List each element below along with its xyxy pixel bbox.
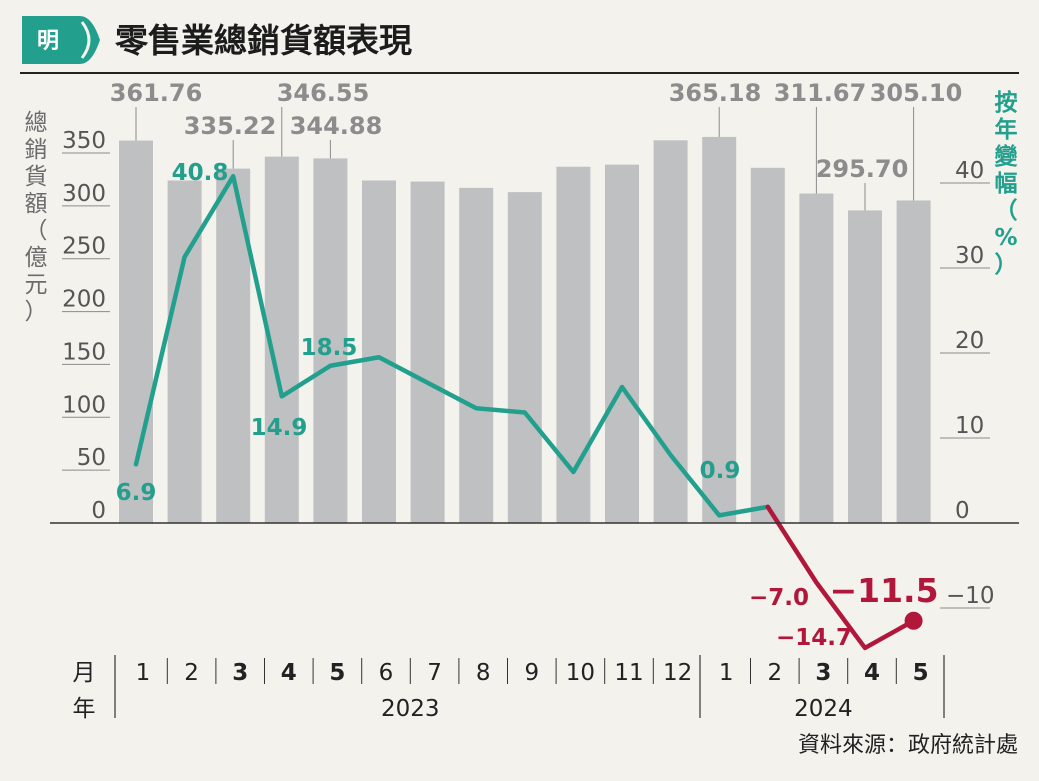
logo-badge-icon — [22, 16, 100, 64]
bar-value-label: 295.70 — [816, 155, 909, 183]
line-value-label: 40.8 — [172, 160, 229, 186]
logo-swoosh-icon — [80, 21, 91, 59]
bar — [313, 158, 348, 523]
logo-text: 明 — [37, 29, 59, 54]
line-value-label: 14.9 — [251, 415, 308, 441]
x-month-label: 4 — [281, 660, 297, 686]
right-axis-title-char: 年 — [995, 116, 1018, 143]
x-month-label: 4 — [864, 660, 880, 686]
right-tick-label: 0 — [955, 498, 970, 524]
right-axis-title-char: 變 — [995, 143, 1019, 170]
x-month-label: 8 — [476, 660, 491, 686]
left-tick-label: 350 — [62, 128, 106, 154]
x-month-label: 2 — [767, 660, 782, 686]
chart-title: 零售業總銷貨額表現 — [115, 21, 412, 60]
x-axis-year-label: 年 — [73, 696, 96, 722]
right-axis-title-char: 幅 — [995, 171, 1018, 197]
bar — [750, 167, 785, 524]
line-value-label: −11.5 — [829, 571, 938, 610]
right-tick-label: 40 — [955, 158, 984, 184]
right-tick-label: 30 — [955, 243, 984, 269]
x-month-label: 6 — [379, 660, 394, 686]
line-value-label: 18.5 — [301, 335, 358, 361]
bar — [507, 192, 542, 523]
x-month-label: 10 — [566, 660, 595, 686]
left-axis-title-char: 貨 — [25, 164, 48, 190]
line-labels: 6.9 40.8 14.9 18.5 0.9 −7.0 −14.7 −11.5 — [116, 160, 939, 651]
bar — [556, 166, 591, 523]
left-tick-label: 200 — [62, 287, 106, 313]
bar — [896, 200, 931, 524]
x-year-label: 2023 — [381, 696, 440, 722]
line-value-label: 6.9 — [116, 480, 157, 506]
bar — [167, 180, 202, 523]
x-month-label: 5 — [329, 660, 345, 686]
line-end-point — [904, 611, 923, 630]
yoy-line — [133, 173, 923, 651]
bar-value-label: 346.55 — [277, 79, 370, 107]
x-month-label: 5 — [913, 660, 929, 686]
bar — [799, 193, 834, 524]
x-month-label: 1 — [719, 660, 734, 686]
bar-value-label: 335.22 — [184, 112, 277, 140]
source-note: 資料來源：政府統計處 — [798, 733, 1018, 758]
left-tick-label: 0 — [91, 498, 106, 524]
left-axis-title-char: ） — [25, 299, 48, 325]
bars — [119, 136, 931, 524]
right-tick-label: 20 — [955, 328, 984, 354]
bar-value-label: 361.76 — [110, 79, 203, 107]
line-value-label: −14.7 — [776, 625, 852, 651]
bar-value-label: 305.10 — [870, 79, 963, 107]
x-month-label: 3 — [815, 660, 831, 686]
line-value-label: −7.0 — [749, 585, 809, 611]
left-axis-title-char: 銷 — [25, 137, 48, 163]
x-axis-month-label: 月 — [73, 660, 96, 686]
right-axis-title-char: ） — [995, 251, 1018, 278]
x-month-label: 7 — [427, 660, 442, 686]
right-tick-label: 10 — [955, 413, 984, 439]
bar — [653, 140, 688, 524]
x-month-label: 9 — [524, 660, 539, 686]
x-month-label: 1 — [136, 660, 151, 686]
bar — [702, 136, 737, 523]
right-tick-label: −10 — [946, 583, 995, 609]
bar — [459, 187, 494, 523]
header: 明 零售業總銷貨額表現 — [20, 16, 1019, 74]
line-positive-segment — [133, 173, 771, 518]
right-axis-title-char: （ — [995, 197, 1018, 224]
left-axis: 總銷貨額（億元） 0 50 100 150 200 250 300 350 — [25, 110, 110, 524]
x-month-label: 12 — [663, 660, 692, 686]
x-month-label: 3 — [232, 660, 248, 686]
left-tick-label: 300 — [62, 181, 106, 207]
left-tick-label: 150 — [62, 339, 106, 365]
x-year-label: 2024 — [794, 696, 853, 722]
left-axis-title-char: 元 — [25, 272, 48, 298]
left-tick-label: 50 — [77, 445, 106, 471]
x-month-label: 11 — [614, 660, 643, 686]
bar-value-label: 344.88 — [290, 112, 383, 140]
bar-value-label: 365.18 — [669, 79, 762, 107]
bar-value-label: 311.67 — [774, 79, 867, 107]
right-axis-title-char: % — [994, 225, 1017, 251]
bar — [362, 180, 396, 523]
bar — [848, 210, 882, 523]
left-axis-title-char: 總 — [25, 110, 48, 136]
line-negative-segment — [765, 504, 916, 651]
right-axis-title-char: 按 — [995, 89, 1018, 116]
bar — [410, 181, 445, 524]
left-tick-label: 100 — [62, 392, 106, 418]
left-axis-title-char: 億 — [25, 245, 48, 271]
bar — [605, 164, 639, 523]
left-axis-title-char: 額 — [25, 191, 48, 217]
left-tick-label: 250 — [62, 234, 106, 260]
line-value-label: 0.9 — [700, 458, 741, 484]
left-axis-title-char: （ — [25, 218, 48, 244]
x-month-label: 2 — [184, 660, 199, 686]
